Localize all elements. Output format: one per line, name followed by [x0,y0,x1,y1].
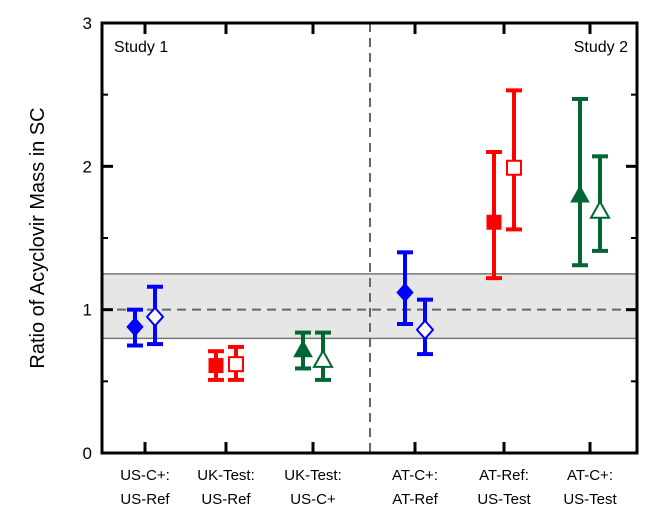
reference-line-layer [102,23,637,453]
data-point-square-marker [506,159,522,176]
labels-layer: Study 1 Study 2 Ratio of Acyclovir Mass … [27,39,628,508]
data-point-group [589,154,611,253]
data-point-diamond-marker [415,319,435,341]
data-point-diamond-marker [145,306,165,328]
data-point-diamond-marker [126,317,144,337]
data-point-group [415,297,435,357]
data-point-group [228,344,244,382]
category-label-line1: UK-Test: [197,467,255,484]
data-point-square-marker [228,356,244,373]
category-label-line1: AT-C+: [392,467,438,484]
data-point-square-marker [208,358,224,374]
data-layer [126,88,611,382]
category-label-line2: US-Test [477,491,531,508]
data-point-square-marker [486,214,502,230]
data-point-diamond-marker [396,282,414,303]
data-point-triangle-marker [589,199,611,219]
category-label-line1: US-C+: [120,467,170,484]
y-tick-label: 2 [83,157,92,176]
data-point-group [126,307,144,348]
category-label-line2: US-Ref [201,491,251,508]
data-point-triangle-marker [293,339,313,358]
category-label-line1: UK-Test: [284,467,342,484]
y-tick-label: 1 [83,301,92,320]
axes-layer: 0 1 2 3 [83,14,639,463]
data-point-group [506,88,522,232]
data-point-group [145,284,165,347]
y-axis-label: Ratio of Acyclovir Mass in SC [27,107,49,368]
data-point-group [396,250,414,326]
y-tick-label: 3 [83,14,92,33]
study-1-label: Study 1 [114,39,168,56]
study-2-label: Study 2 [574,39,628,56]
data-point-group [312,330,334,382]
data-point-group [486,150,502,281]
data-point-group [293,330,313,371]
category-label-line2: US-Test [563,491,617,508]
category-label-line2: US-C+ [290,491,336,508]
data-point-group [208,349,224,382]
category-label-line2: US-Ref [120,491,170,508]
data-point-triangle-marker [570,184,590,203]
category-label-line2: AT-Ref [392,491,438,508]
data-point-triangle-marker [312,348,334,368]
y-tick-label: 0 [83,444,92,463]
data-point-group [570,96,590,268]
category-label-line1: AT-Ref: [479,467,529,484]
category-label-line1: AT-C+: [567,467,613,484]
